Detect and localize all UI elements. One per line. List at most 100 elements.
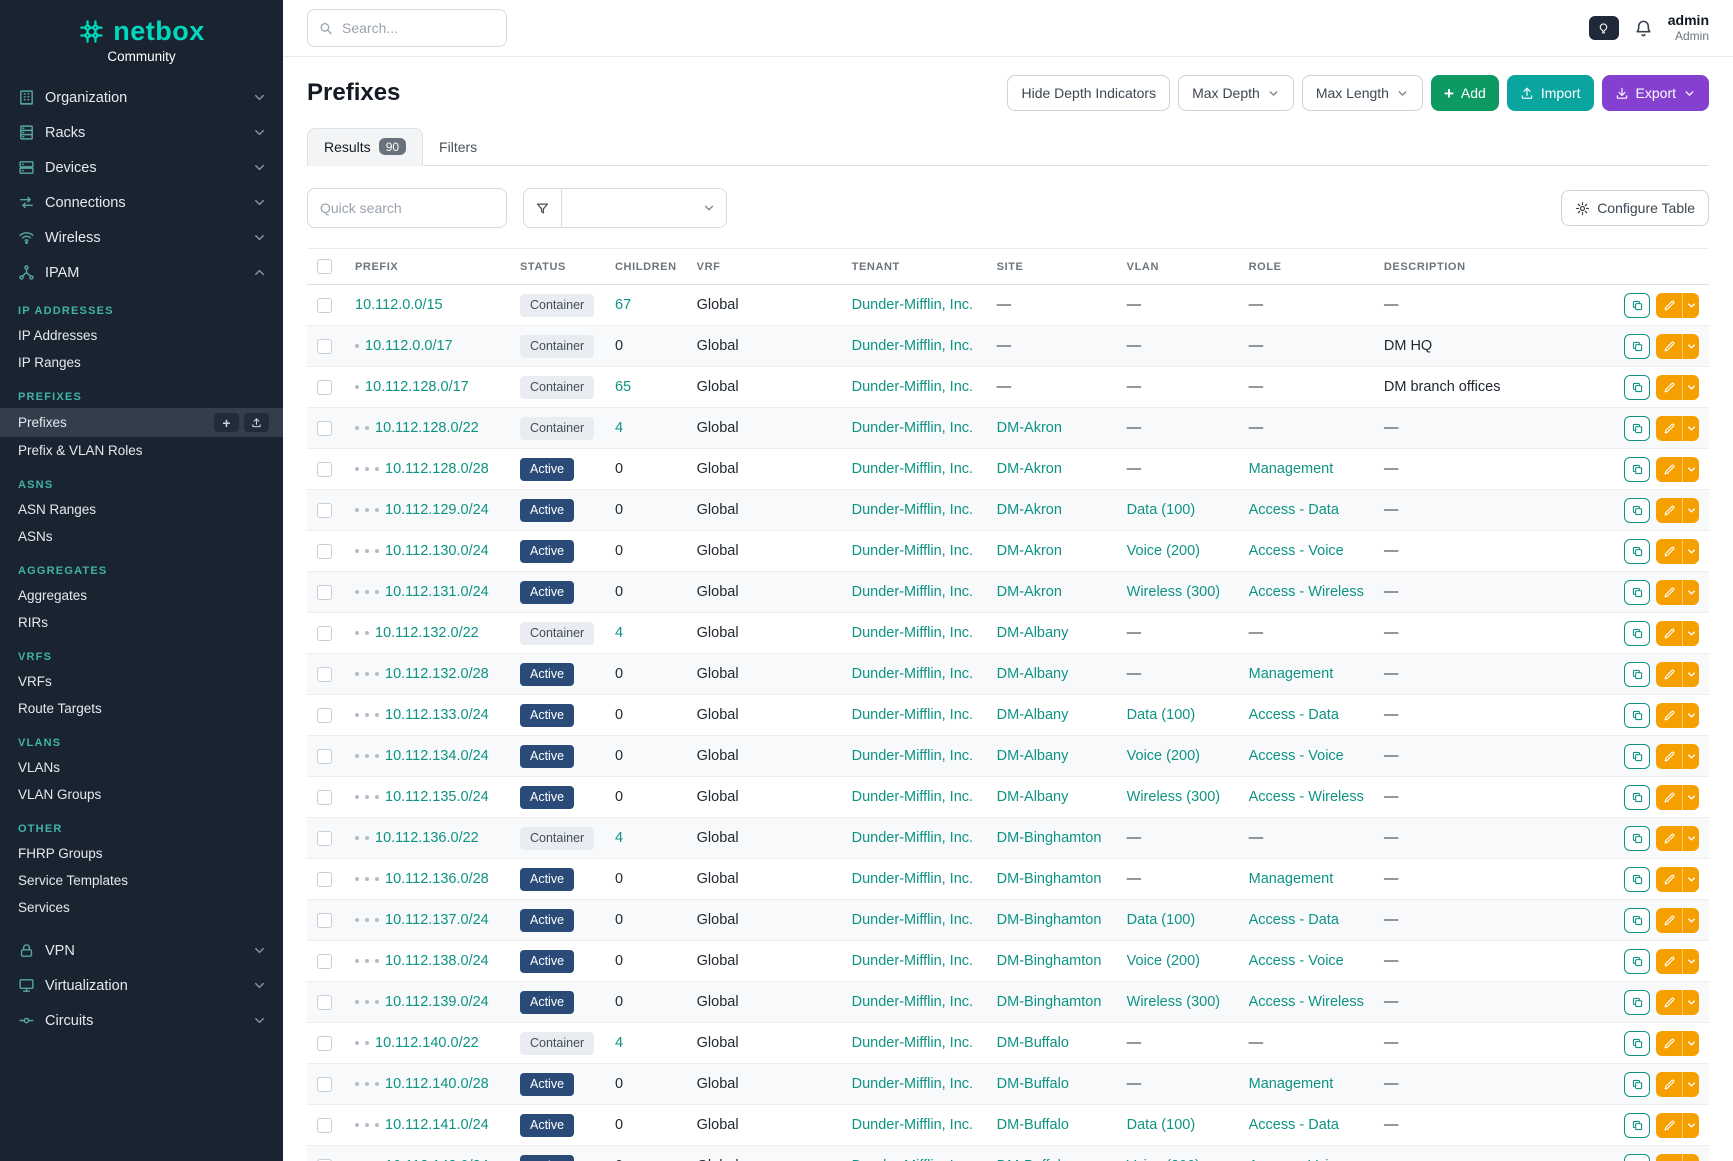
theme-toggle-button[interactable] <box>1588 16 1619 40</box>
prefix-link[interactable]: 10.112.132.0/22 <box>375 625 479 641</box>
site-link[interactable]: DM-Binghamton <box>996 953 1102 969</box>
site-link[interactable]: DM-Buffalo <box>996 1035 1069 1051</box>
column-header-prefix[interactable]: PREFIX <box>345 248 510 285</box>
vlan-link[interactable]: Wireless (300) <box>1126 789 1221 805</box>
edit-dropdown-button[interactable] <box>1682 1153 1699 1161</box>
vlan-link[interactable]: Voice (200) <box>1126 543 1200 559</box>
tenant-link[interactable]: Dunder-Mifflin, Inc. <box>851 871 974 887</box>
edit-button[interactable] <box>1656 621 1682 646</box>
role-link[interactable]: Access - Voice <box>1248 748 1344 764</box>
copy-button[interactable] <box>1624 702 1650 728</box>
row-checkbox[interactable] <box>317 625 332 641</box>
tenant-link[interactable]: Dunder-Mifflin, Inc. <box>851 379 974 395</box>
sidebar-item-virtualization[interactable]: Virtualization <box>0 968 283 1003</box>
edit-button[interactable] <box>1656 457 1682 482</box>
sidebar-item-connections[interactable]: Connections <box>0 185 283 220</box>
edit-button[interactable] <box>1656 1154 1682 1161</box>
site-link[interactable]: DM-Buffalo <box>997 1158 1069 1161</box>
prefix-link[interactable]: 10.112.133.0/24 <box>385 707 489 723</box>
hide-depth-indicators-button[interactable]: Hide Depth Indicators <box>1007 75 1171 111</box>
edit-dropdown-button[interactable] <box>1682 661 1699 687</box>
edit-button[interactable] <box>1656 826 1682 851</box>
edit-dropdown-button[interactable] <box>1682 456 1699 482</box>
tenant-link[interactable]: Dunder-Mifflin, Inc. <box>851 420 974 436</box>
row-checkbox[interactable] <box>317 543 332 559</box>
row-checkbox[interactable] <box>317 1158 332 1161</box>
quick-add-prefix-button[interactable]: + <box>214 413 239 432</box>
tab-results[interactable]: Results 90 <box>307 128 424 166</box>
prefix-link[interactable]: 10.112.140.0/28 <box>385 1076 489 1092</box>
prefix-link[interactable]: 10.112.142.0/24 <box>385 1158 489 1161</box>
site-link[interactable]: DM-Albany <box>996 789 1069 805</box>
column-header-site[interactable]: SITE <box>986 248 1117 285</box>
sidebar-item-service-templates[interactable]: Service Templates <box>18 873 129 888</box>
row-checkbox[interactable] <box>317 379 332 395</box>
site-link[interactable]: DM-Akron <box>996 420 1062 436</box>
role-link[interactable]: Access - Voice <box>1248 543 1344 559</box>
row-checkbox[interactable] <box>317 338 332 354</box>
copy-button[interactable] <box>1624 497 1650 523</box>
tenant-link[interactable]: Dunder-Mifflin, Inc. <box>851 953 974 969</box>
site-link[interactable]: DM-Albany <box>996 707 1069 723</box>
tab-filters[interactable]: Filters <box>439 139 478 155</box>
role-link[interactable]: Access - Data <box>1248 912 1339 928</box>
edit-button[interactable] <box>1656 375 1682 400</box>
site-link[interactable]: DM-Akron <box>996 461 1062 477</box>
prefix-link[interactable]: 10.112.136.0/22 <box>375 830 479 846</box>
edit-button[interactable] <box>1656 990 1682 1015</box>
role-link[interactable]: Access - Wireless <box>1248 584 1364 600</box>
row-checkbox[interactable] <box>317 1117 332 1133</box>
sidebar-item-organization[interactable]: Organization <box>0 80 283 115</box>
vlan-link[interactable]: Data (100) <box>1126 707 1196 723</box>
copy-button[interactable] <box>1624 825 1650 851</box>
max-depth-dropdown[interactable]: Max Depth <box>1178 75 1294 111</box>
prefix-link[interactable]: 10.112.129.0/24 <box>385 502 489 518</box>
copy-button[interactable] <box>1624 1071 1650 1097</box>
import-button[interactable]: Import <box>1506 75 1594 111</box>
role-link[interactable]: Access - Data <box>1248 707 1339 723</box>
row-checkbox[interactable] <box>317 789 332 805</box>
edit-button[interactable] <box>1656 334 1682 359</box>
edit-dropdown-button[interactable] <box>1682 374 1699 400</box>
role-link[interactable]: Access - Voice <box>1248 953 1344 969</box>
sidebar-item-fhrp-groups[interactable]: FHRP Groups <box>18 846 103 861</box>
copy-button[interactable] <box>1624 661 1650 687</box>
prefix-link[interactable]: 10.112.132.0/28 <box>385 666 489 682</box>
role-link[interactable]: Access - Data <box>1248 1117 1339 1133</box>
prefix-link[interactable]: 10.112.128.0/17 <box>365 379 469 395</box>
tenant-link[interactable]: Dunder-Mifflin, Inc. <box>851 502 974 518</box>
sidebar-item-prefixes[interactable]: Prefixes + <box>0 408 283 437</box>
sidebar-item-asn-ranges[interactable]: ASN Ranges <box>18 502 97 517</box>
column-header-role[interactable]: ROLE <box>1238 248 1374 285</box>
sidebar-item-vrfs[interactable]: VRFs <box>18 674 52 689</box>
prefix-link[interactable]: 10.112.128.0/28 <box>385 461 489 477</box>
sidebar-item-vpn[interactable]: VPN <box>0 933 283 968</box>
notifications-button[interactable] <box>1634 19 1653 38</box>
prefix-link[interactable]: 10.112.137.0/24 <box>385 912 489 928</box>
role-link[interactable]: Access - Wireless <box>1248 994 1364 1010</box>
row-checkbox[interactable] <box>317 994 332 1010</box>
saved-filter-select[interactable] <box>562 189 726 227</box>
copy-button[interactable] <box>1624 948 1650 974</box>
sidebar-item-services[interactable]: Services <box>18 900 70 915</box>
site-link[interactable]: DM-Akron <box>996 584 1062 600</box>
role-link[interactable]: Access - Voice <box>1249 1158 1344 1161</box>
edit-dropdown-button[interactable] <box>1682 702 1699 728</box>
site-link[interactable]: DM-Binghamton <box>996 994 1102 1010</box>
edit-dropdown-button[interactable] <box>1682 1112 1699 1138</box>
tenant-link[interactable]: Dunder-Mifflin, Inc. <box>851 1035 974 1051</box>
prefix-link[interactable]: 10.112.135.0/24 <box>385 789 489 805</box>
sidebar-item-ipam[interactable]: IPAM <box>0 255 283 290</box>
edit-button[interactable] <box>1656 293 1682 318</box>
children-count-link[interactable]: 4 <box>615 1035 624 1051</box>
copy-button[interactable] <box>1624 866 1650 892</box>
vlan-link[interactable]: Wireless (300) <box>1126 994 1221 1010</box>
vlan-link[interactable]: Wireless (300) <box>1126 584 1221 600</box>
site-link[interactable]: DM-Binghamton <box>996 912 1102 928</box>
prefix-link[interactable]: 10.112.0.0/15 <box>355 297 443 313</box>
tenant-link[interactable]: Dunder-Mifflin, Inc. <box>851 1076 974 1092</box>
edit-button[interactable] <box>1656 498 1682 523</box>
row-checkbox[interactable] <box>317 871 332 887</box>
prefix-link[interactable]: 10.112.130.0/24 <box>385 543 489 559</box>
sidebar-item-vlans[interactable]: VLANs <box>18 760 61 775</box>
